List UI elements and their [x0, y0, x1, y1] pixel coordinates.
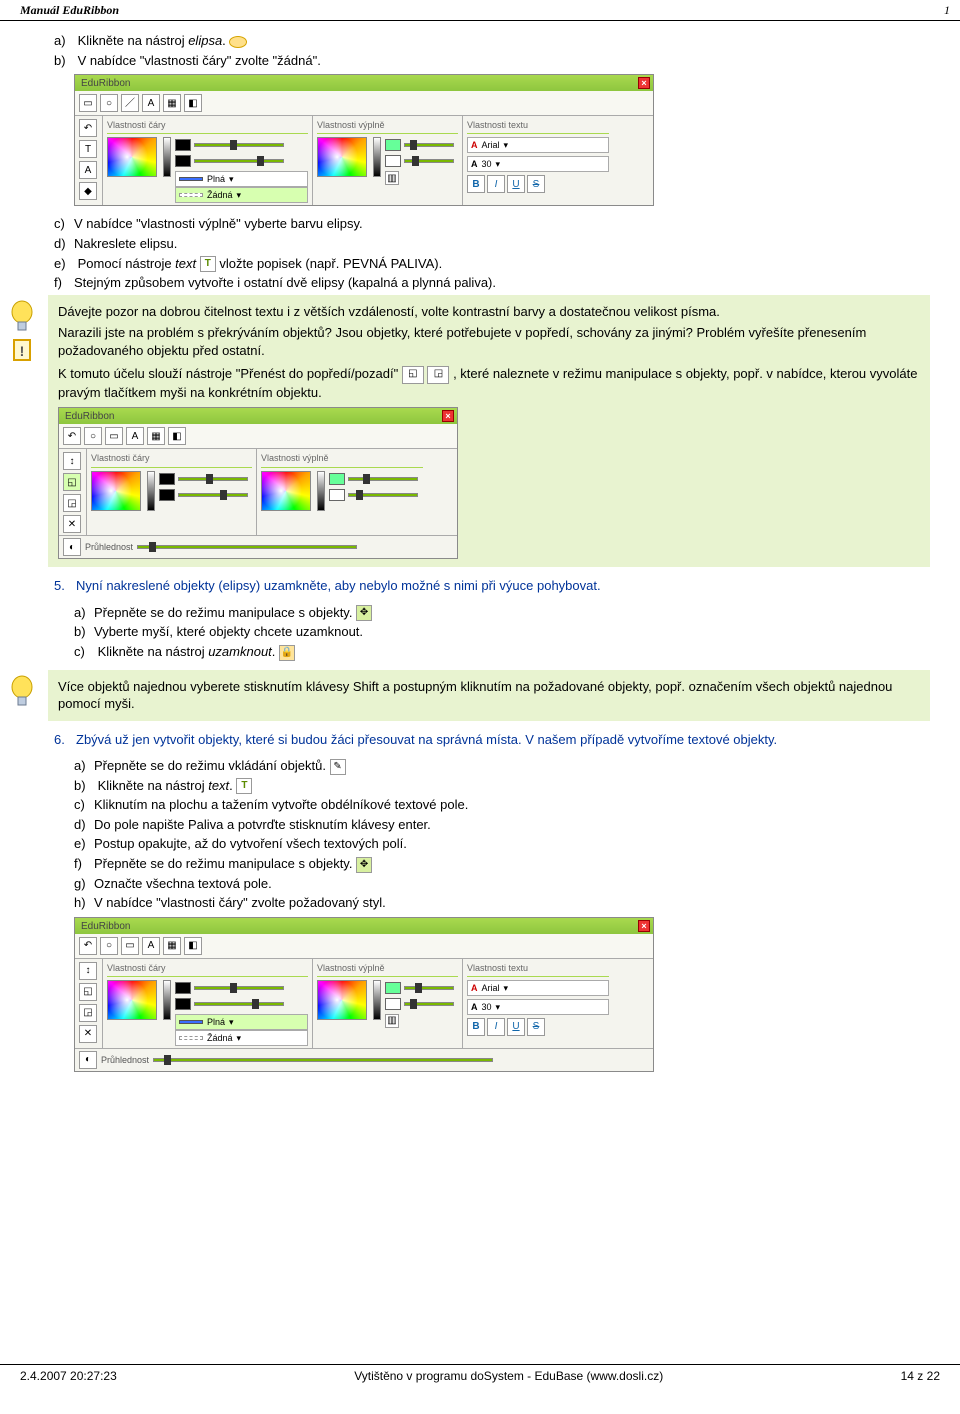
step-5-heading: 5.Nyní nakreslené objekty (elipsy) uzamk…: [54, 571, 930, 603]
step-6-heading: 6.Zbývá už jen vytvořit objekty, které s…: [54, 725, 930, 757]
doc-section: 1: [944, 2, 950, 18]
ellipse-icon: [229, 36, 247, 48]
ribbon-screenshot-1: EduRibbon× ▭ ○ ／ A ▦ ◧ ↶ T A ◆ Vlastnost…: [74, 74, 654, 206]
ribbon-screenshot-3: EduRibbon× ↶○▭ A▦◧ ↕ ◱ ◲ ✕ Vlastnosti čá…: [74, 917, 654, 1072]
lightbulb-icon: [8, 299, 36, 335]
bring-front-icon: ◱: [402, 366, 424, 384]
color-wheel-icon: [107, 137, 157, 177]
manipulate-mode-icon: ✥: [356, 605, 372, 621]
send-back-icon: ◲: [427, 366, 449, 384]
doc-title: Manuál EduRibbon: [20, 2, 119, 18]
page-header: Manuál EduRibbon 1: [0, 0, 960, 21]
ribbon-screenshot-2: EduRibbon× ↶○▭ A▦◧ ↕ ◱ ◲ ✕ Vlastnosti čá…: [58, 407, 458, 559]
toolbar-button: ▭: [79, 94, 97, 112]
tip-box-1: ! Dávejte pozor na dobrou čitelnost text…: [48, 295, 930, 568]
warning-icon: !: [13, 339, 31, 361]
tip-box-2: Více objektů najednou vyberete stisknutí…: [48, 670, 930, 721]
insert-mode-icon: ✎: [330, 759, 346, 775]
step-b: b) V nabídce "vlastnosti čáry" zvolte "ž…: [54, 51, 930, 71]
footer-date: 2.4.2007 20:27:23: [20, 1368, 117, 1384]
close-icon: ×: [638, 77, 650, 89]
text-tool-icon: T: [200, 256, 216, 272]
page-footer: 2.4.2007 20:27:23 Vytištěno v programu d…: [0, 1364, 960, 1387]
manipulate-mode-icon: ✥: [356, 857, 372, 873]
step-a: a) Klikněte na nástroj elipsa.: [54, 31, 930, 51]
text-tool-icon: T: [236, 778, 252, 794]
lock-icon: 🔒: [279, 645, 295, 661]
lightbulb-icon: [8, 674, 36, 710]
footer-page: 14 z 22: [901, 1368, 940, 1384]
footer-printed: Vytištěno v programu doSystem - EduBase …: [354, 1368, 663, 1384]
